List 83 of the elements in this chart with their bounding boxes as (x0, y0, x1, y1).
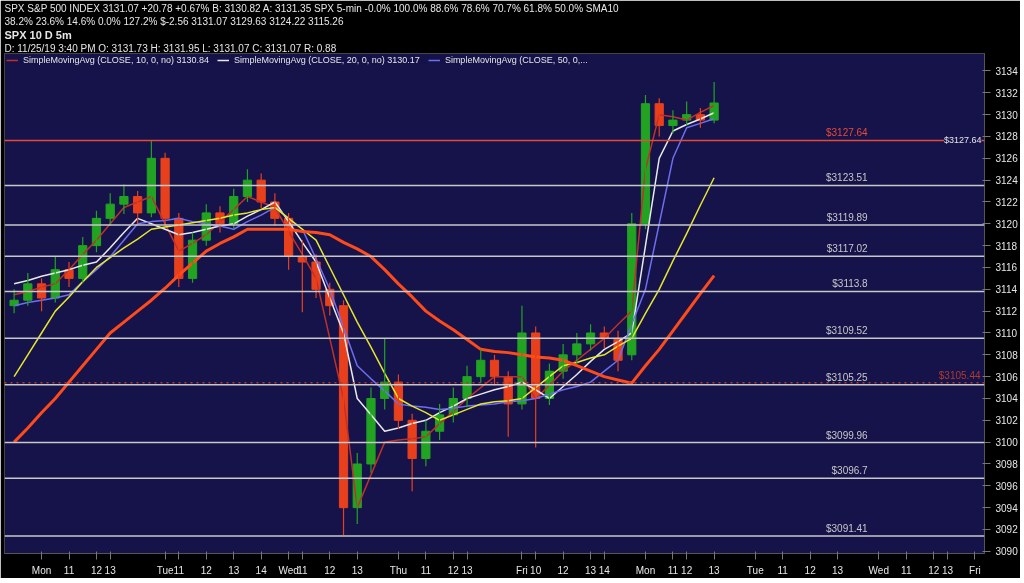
chart-subtitle: D: 11/25/19 3:40 PM O: 3131.73 H: 3131.95 L: 3131.07 C: 3131.07 R: 0.88 (4, 42, 337, 54)
annotation: $3127.64 (825, 127, 869, 139)
ref-line-label: $3119.89 (826, 212, 869, 224)
y-tick-label: 3108 (995, 349, 1019, 361)
text: 38.2% 23.6% 14.6% 0.0% 127.2% $-2.56 3131.07 3129.63 3124.22 3115.26 (4, 15, 344, 27)
x-tick-label: 12 (324, 564, 336, 576)
ref-line-label: $3123.51 (825, 172, 869, 184)
x-tick-label: 13 (228, 564, 240, 576)
y-tick-label: 3132 (995, 87, 1019, 99)
x-tick-label: Tue (156, 564, 174, 576)
x-tick-label: 12 (557, 564, 570, 576)
x-tick-label: Fri (516, 564, 528, 576)
x-tick-label: 13 (461, 564, 474, 576)
x-tick-label: 13 (585, 564, 597, 576)
x-tick-label: 13 (351, 564, 364, 576)
ref-line-label: $3099.96 (825, 429, 869, 441)
y-tick-label: 3100 (995, 437, 1019, 449)
x-tick-label: 11 (901, 564, 912, 576)
y-tick-label: 3102 (995, 415, 1019, 427)
x-tick-label: 11 (63, 564, 75, 576)
candlestick (105, 192, 115, 227)
candlestick (668, 109, 678, 134)
y-tick-label: 3126 (995, 153, 1019, 165)
line-series (12, 227, 716, 444)
y-tick-label: 3106 (995, 371, 1019, 383)
y-tick-label: 3090 (995, 546, 1019, 558)
text: SPX S&P 500 INDEX 3131.07 +20.78 +0.67% B: 3130.82 A: 3131.35 SPX 5-min -0.0% 100.0% 88.6% 78.6% 70.7% 61.8% 50.0% SMA10 (4, 2, 619, 14)
ref-line-label: $3105.44 (938, 369, 981, 381)
y-tick-label: 3110 (995, 327, 1018, 339)
candlestick (256, 172, 266, 210)
y-tick-label: 3120 (995, 218, 1019, 230)
chart-title: SPX 10 D 5m (4, 28, 72, 41)
x-tick-label: Thu (389, 564, 408, 576)
x-tick-label: 11 (173, 564, 185, 576)
x-tick-label: 12 (681, 564, 693, 576)
y-tick-label: 3128 (995, 131, 1019, 143)
ref-line-label: $3117.02 (826, 243, 869, 255)
x-tick-label: 11 (667, 564, 679, 576)
x-tick-label: 13 (708, 564, 721, 576)
ref-line-label: $3096.7 (831, 465, 869, 477)
x-tick-label: 12 (200, 564, 213, 576)
x-tick-label: 11 (777, 564, 789, 576)
y-tick-label: 3092 (995, 524, 1019, 536)
y-tick-label: 3094 (995, 502, 1019, 514)
ref-line-label: $3113.8 (832, 278, 869, 290)
x-tick-label: 12 (928, 564, 940, 576)
ref-line-label: $3091.41 (825, 522, 869, 534)
legend-label: SimpleMovingAvg (CLOSE, 10, 0, no) 3130.84 (23, 55, 209, 65)
x-tick-label: Mon (31, 564, 52, 576)
y-tick-label: 3114 (995, 284, 1018, 296)
x-tick-label: Fri (969, 564, 981, 576)
y-tick-label: 3124 (995, 175, 1019, 187)
y-tick-label: 3130 (995, 109, 1019, 121)
ref-line-label: $3109.52 (825, 325, 869, 337)
y-tick-label: 3116 (995, 262, 1018, 274)
y-tick-label: 3134 (995, 65, 1019, 77)
x-tick-label: 11 (420, 564, 432, 576)
y-tick-label: 3098 (995, 458, 1019, 470)
candlestick (119, 183, 129, 215)
x-tick-label: 13 (941, 564, 954, 576)
x-tick-label: 13 (104, 564, 117, 576)
y-tick-label: 3104 (995, 393, 1019, 405)
ref-line-label: $3105.25 (825, 371, 869, 383)
x-tick-label: 12 (447, 564, 460, 576)
legend-label: SimpleMovingAvg (CLOSE, 20, 0, no) 3130.17 (233, 55, 420, 65)
x-tick-label: Wed (868, 564, 890, 576)
y-tick-label: 3118 (995, 240, 1018, 252)
x-tick-label: 10 (530, 564, 542, 576)
x-tick-label: 12 (90, 564, 103, 576)
x-tick-label: Tue (746, 564, 765, 576)
candlestick (476, 348, 486, 384)
x-tick-label: 14 (255, 564, 268, 576)
x-tick-label: Mon (635, 564, 656, 576)
x-tick-label: 12 (804, 564, 817, 576)
y-tick-label: 3096 (995, 480, 1019, 492)
y-tick-label: 3122 (995, 196, 1019, 208)
x-tick-label: 11 (297, 564, 308, 576)
x-tick-label: Wed (278, 564, 299, 576)
x-tick-label: 14 (598, 564, 611, 576)
y-tick-label: 3112 (995, 306, 1018, 318)
ref-line-label: $3127.64 (943, 135, 982, 146)
legend-label: SimpleMovingAvg (CLOSE, 50, 0,... (444, 55, 588, 65)
x-tick-label: 13 (832, 564, 844, 576)
